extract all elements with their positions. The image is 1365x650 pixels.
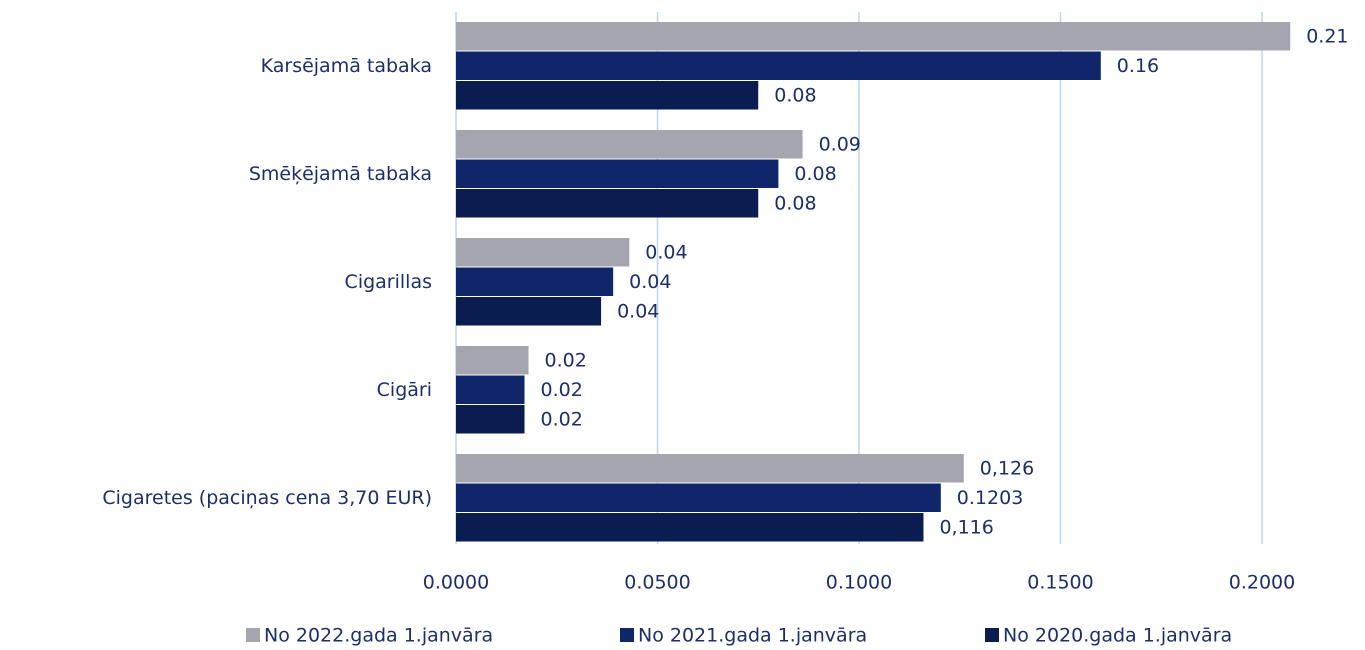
value-label: 0,116: [939, 516, 993, 538]
bar: [456, 238, 630, 267]
bar: [456, 22, 1291, 51]
bar: [456, 130, 803, 159]
bar: [456, 297, 602, 326]
x-tick-label: 0.1000: [826, 572, 892, 594]
value-label: 0.08: [774, 192, 816, 214]
value-label: 0,126: [980, 457, 1034, 479]
bar: [456, 267, 614, 296]
x-tick-label: 0.2000: [1229, 572, 1295, 594]
x-tick-label: 0.0500: [624, 572, 690, 594]
value-label: 0.09: [819, 133, 861, 155]
value-label: 0.08: [794, 163, 836, 185]
value-label: 0.04: [617, 300, 659, 322]
bar: [456, 405, 525, 434]
bar: [456, 159, 779, 188]
category-label: Smēķējamā tabaka: [249, 163, 432, 185]
bar: [456, 189, 759, 218]
bar: [456, 51, 1101, 80]
legend-swatch: [246, 628, 260, 642]
category-label: Karsējamā tabaka: [261, 55, 432, 77]
category-label: Cigaretes (paciņas cena 3,70 EUR): [102, 487, 432, 509]
bar: [456, 454, 964, 483]
value-label: 0.02: [541, 408, 583, 430]
value-label: 0.04: [629, 271, 671, 293]
bar: [456, 513, 924, 542]
legend-label: No 2020.gada 1.janvāra: [1003, 625, 1232, 647]
bar: [456, 375, 525, 404]
legend-label: No 2022.gada 1.janvāra: [264, 625, 493, 647]
value-label: 0.02: [541, 379, 583, 401]
value-label: 0.16: [1117, 55, 1159, 77]
value-label: 0.21: [1306, 25, 1348, 47]
bar: [456, 483, 941, 512]
category-label: Cigarillas: [345, 271, 432, 293]
bar: [456, 346, 529, 375]
legend-swatch: [985, 628, 999, 642]
x-tick-label: 0.1500: [1027, 572, 1093, 594]
bar: [456, 81, 759, 110]
x-tick-label: 0.0000: [423, 572, 489, 594]
legend-label: No 2021.gada 1.janvāra: [638, 625, 867, 647]
category-label: Cigāri: [377, 379, 432, 401]
value-label: 0.04: [645, 241, 687, 263]
value-label: 0.02: [545, 349, 587, 371]
legend-swatch: [620, 628, 634, 642]
value-label: 0.1203: [957, 487, 1023, 509]
value-label: 0.08: [774, 84, 816, 106]
